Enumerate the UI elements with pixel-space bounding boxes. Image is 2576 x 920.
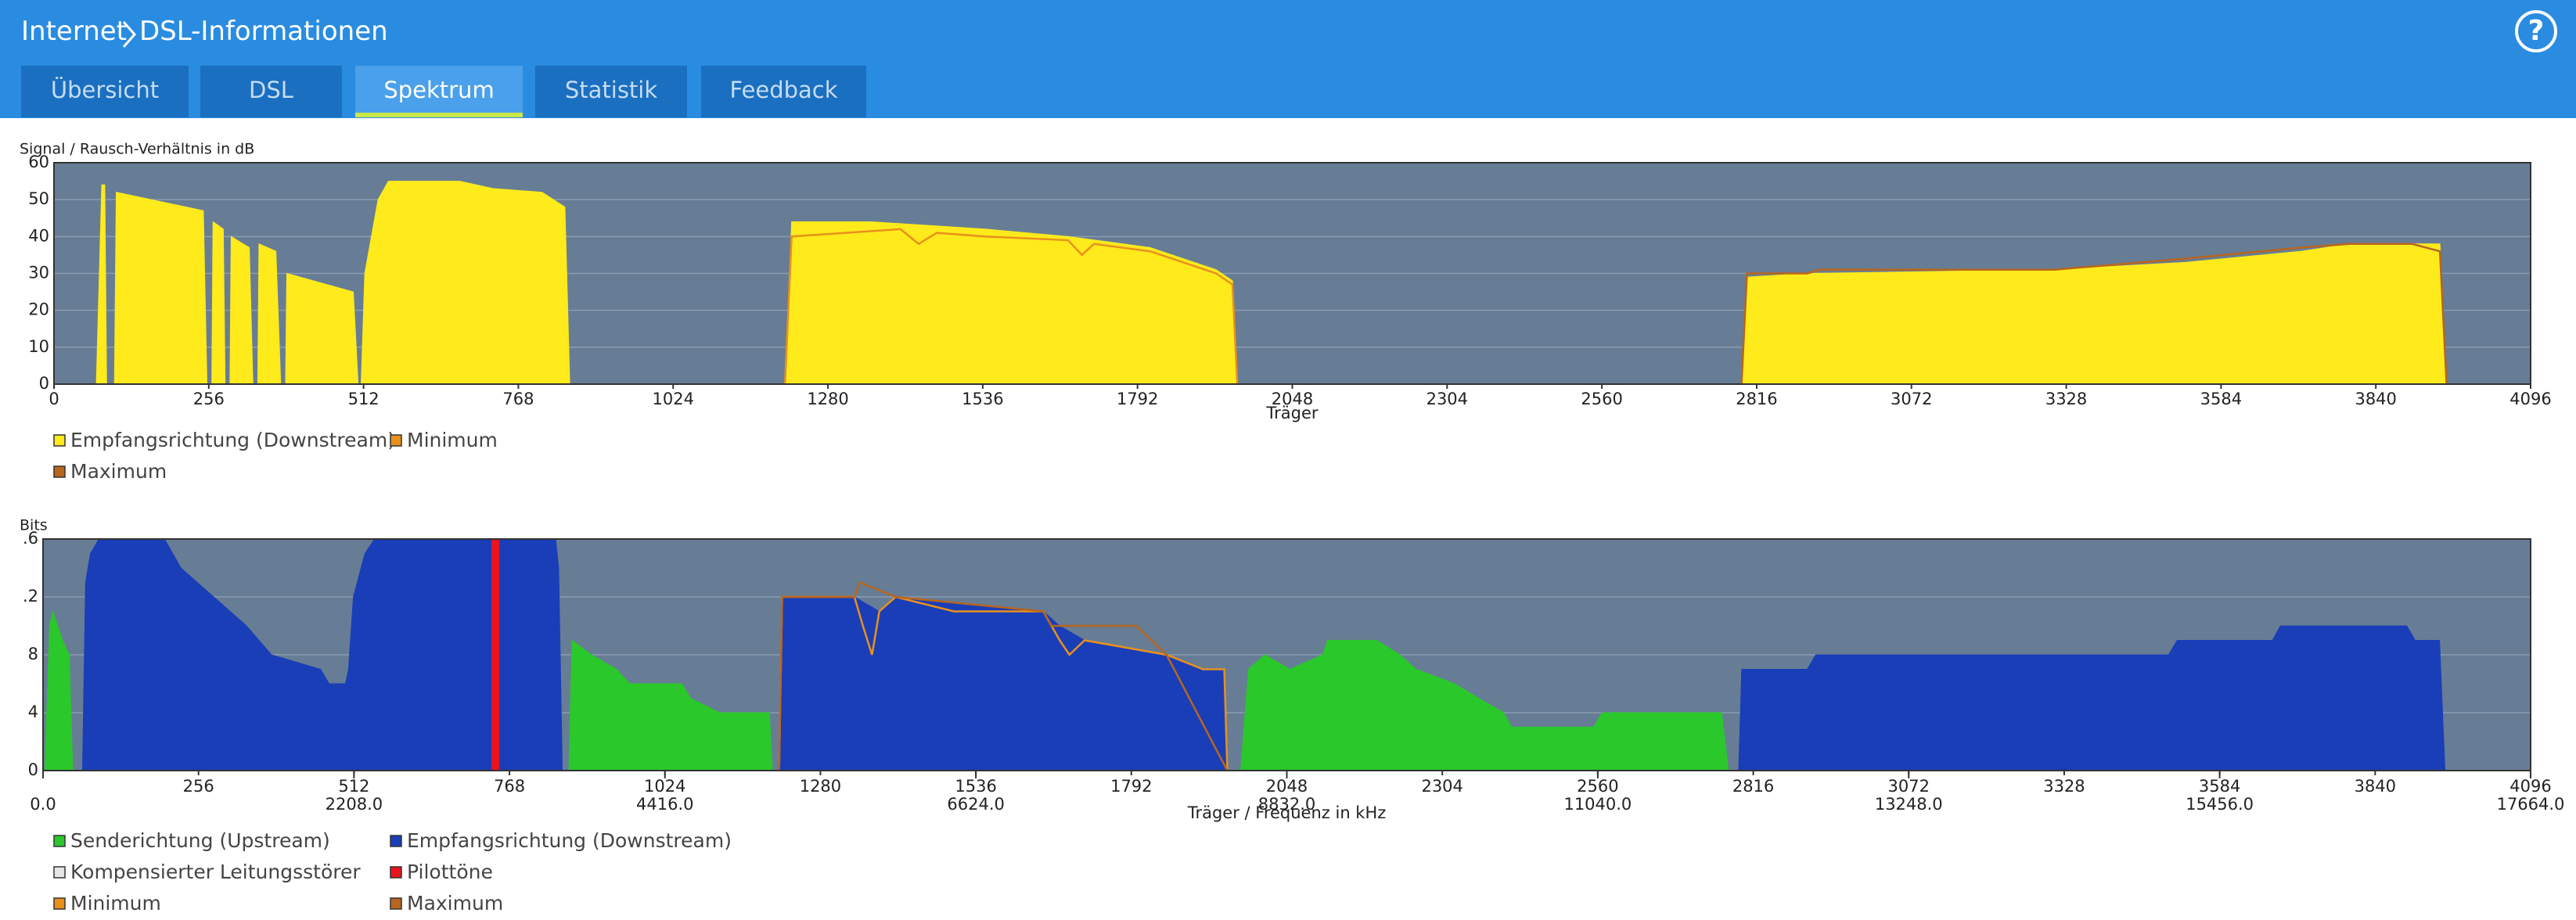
x-tick-label: 2304 bbox=[1421, 777, 1462, 796]
legend-swatch bbox=[53, 897, 66, 910]
breadcrumb-current: DSL-Informationen bbox=[139, 16, 388, 47]
legend-label: Senderichtung (Upstream) bbox=[70, 829, 330, 852]
x-axis-label: Träger bbox=[1265, 404, 1318, 422]
x2-tick-label: 2208.0 bbox=[326, 795, 383, 814]
legend-label: Maximum bbox=[70, 460, 167, 483]
x-tick-label: 1536 bbox=[962, 390, 1003, 408]
x-tick-label: 512 bbox=[338, 777, 369, 796]
x-tick-label: 2560 bbox=[1581, 390, 1622, 408]
legend-label: Minimum bbox=[407, 429, 498, 451]
x-tick-label: 0 bbox=[49, 390, 59, 408]
legend-swatch bbox=[53, 835, 66, 847]
y-tick-label: 60 bbox=[28, 153, 49, 171]
header-bar: Internet DSL-Informationen ? Übersicht DS… bbox=[0, 0, 2576, 118]
x-tick-label: 256 bbox=[193, 390, 225, 408]
y-tick-label: .6 bbox=[23, 529, 38, 548]
legend-label: Kompensierter Leitungsstörer bbox=[70, 861, 361, 883]
x-tick-label: 4096 bbox=[2509, 390, 2551, 408]
x2-tick-label: 15456.0 bbox=[2186, 795, 2254, 814]
x-tick-label: 2816 bbox=[1736, 390, 1777, 408]
legend-label: Empfangsrichtung (Downstream) bbox=[407, 829, 732, 852]
x-tick-label: 3072 bbox=[1891, 390, 1932, 408]
x-tick-label: 2304 bbox=[1427, 390, 1468, 408]
plot-frame bbox=[53, 162, 2531, 385]
y-tick-label: 20 bbox=[28, 300, 49, 319]
x2-tick-label: 4416.0 bbox=[636, 795, 693, 814]
x-tick-label: 1792 bbox=[1110, 777, 1152, 796]
tab[interactable]: Statistik bbox=[535, 66, 687, 117]
breadcrumb-parent[interactable]: Internet bbox=[21, 16, 128, 47]
tab[interactable]: Feedback bbox=[701, 66, 866, 117]
x-tick-label: 2560 bbox=[1577, 777, 1618, 796]
pilot-bar bbox=[491, 539, 500, 771]
x2-tick-label: 17664.0 bbox=[2497, 795, 2565, 814]
x-tick-label: 1024 bbox=[653, 390, 694, 408]
y-tick-label: 10 bbox=[28, 337, 49, 356]
plot-frame bbox=[42, 538, 2531, 771]
x2-tick-label: 13248.0 bbox=[1875, 795, 1943, 814]
x2-tick-label: 11040.0 bbox=[1563, 795, 1632, 814]
data-line bbox=[1740, 243, 2448, 385]
legend-swatch bbox=[390, 434, 402, 447]
tab[interactable]: Übersicht bbox=[21, 66, 189, 117]
y-axis-label: Bits bbox=[20, 517, 48, 534]
data-line bbox=[783, 228, 1239, 385]
x-tick-label: 2048 bbox=[1266, 777, 1308, 796]
legend-swatch bbox=[390, 866, 402, 879]
x2-tick-label: 0.0 bbox=[30, 795, 56, 814]
x-tick-label: 1792 bbox=[1117, 390, 1158, 408]
data-line bbox=[778, 595, 1229, 771]
legend-swatch bbox=[53, 465, 66, 478]
x-tick-label: 512 bbox=[348, 390, 380, 408]
y-tick-label: 0 bbox=[28, 760, 38, 779]
x-tick-label: 2816 bbox=[1732, 777, 1774, 796]
legend-swatch bbox=[53, 866, 66, 879]
y-tick-label: 30 bbox=[28, 264, 49, 282]
x-tick-label: 3584 bbox=[2199, 777, 2240, 796]
x-axis-label: Träger / Frequenz in kHz bbox=[1187, 803, 1387, 822]
x-tick-label: 1280 bbox=[800, 777, 841, 796]
y-tick-label: 50 bbox=[28, 189, 49, 208]
x-tick-label: 256 bbox=[183, 777, 214, 796]
x-tick-label: 768 bbox=[494, 777, 525, 796]
legend-swatch bbox=[390, 897, 402, 910]
y-axis-label: Signal / Rausch-Verhältnis in dB bbox=[20, 141, 254, 158]
y-tick-label: 0 bbox=[39, 374, 49, 393]
breadcrumb-chevron bbox=[122, 21, 136, 48]
x-tick-label: 3328 bbox=[2045, 390, 2087, 408]
y-tick-label: 8 bbox=[28, 645, 38, 663]
x-tick-label: 3328 bbox=[2043, 777, 2085, 796]
x-tick-label: 4096 bbox=[2509, 777, 2551, 796]
help-button[interactable]: ? bbox=[2515, 10, 2557, 52]
tab[interactable]: Spektrum bbox=[355, 66, 523, 117]
legend-label: Pilottöne bbox=[407, 861, 493, 883]
data-area bbox=[81, 538, 2446, 771]
legend-label: Maximum bbox=[407, 892, 503, 915]
y-tick-label: .2 bbox=[23, 587, 38, 606]
legend-label: Minimum bbox=[70, 892, 161, 915]
y-tick-label: 4 bbox=[28, 703, 38, 721]
x-tick-label: 3840 bbox=[2355, 390, 2396, 408]
legend-swatch bbox=[390, 835, 402, 847]
x-tick-label: 3072 bbox=[1888, 777, 1930, 796]
y-tick-label: 40 bbox=[28, 226, 49, 245]
x2-tick-label: 6624.0 bbox=[947, 795, 1004, 814]
x2-tick-label: 8832.0 bbox=[1258, 795, 1315, 814]
x-tick-label: 768 bbox=[502, 390, 534, 408]
tab[interactable]: DSL bbox=[200, 66, 342, 117]
x-tick-label: 3584 bbox=[2200, 390, 2242, 408]
x-tick-label: 1280 bbox=[807, 390, 848, 408]
x-tick-label: 1536 bbox=[955, 777, 996, 796]
data-line bbox=[778, 580, 1229, 771]
x-tick-label: 2048 bbox=[1272, 390, 1313, 408]
legend-label: Empfangsrichtung (Downstream) bbox=[70, 429, 395, 451]
x-tick-label: 1024 bbox=[644, 777, 685, 796]
x-tick-label: 3840 bbox=[2355, 777, 2396, 796]
legend-swatch bbox=[53, 434, 66, 447]
